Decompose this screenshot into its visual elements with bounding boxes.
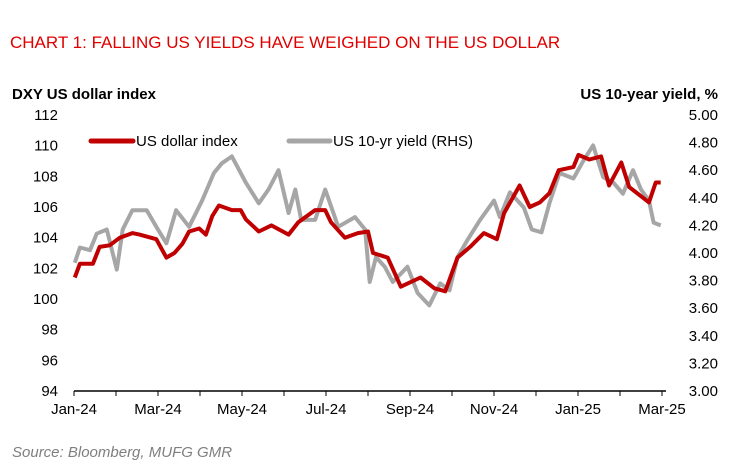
x-tick-label: Nov-24 — [470, 401, 518, 418]
yield-line — [72, 143, 662, 308]
y-right-tick-label: 3.20 — [689, 355, 718, 372]
y-left-tick-label: 98 — [41, 322, 58, 339]
y-left-tick-label: 100 — [33, 291, 58, 308]
legend-label-dxy: US dollar index — [136, 133, 238, 150]
y-right-tick-label: 3.60 — [689, 300, 718, 317]
y-right-tick-label: 4.80 — [689, 135, 718, 152]
y-right-tick-label: 3.00 — [689, 383, 718, 400]
y-right-tick-label: 5.00 — [689, 107, 718, 124]
x-tick-label: Mar-25 — [638, 401, 686, 418]
right-axis-title: US 10-year yield, % — [580, 86, 718, 103]
y-left-tick-label: 96 — [41, 352, 58, 369]
x-tick-label: Mar-24 — [134, 401, 182, 418]
y-right-tick-label: 3.40 — [689, 328, 718, 345]
dxy-line — [72, 152, 661, 294]
x-tick-label: Jul-24 — [306, 401, 347, 418]
x-tick-label: Jan-25 — [555, 401, 601, 418]
y-right-tick-label: 4.60 — [689, 162, 718, 179]
y-right-tick-label: 3.80 — [689, 273, 718, 290]
y-left-tick-label: 106 — [33, 199, 58, 216]
source-note: Source: Bloomberg, MUFG GMR — [12, 444, 232, 461]
left-axis-title: DXY US dollar index — [12, 86, 157, 103]
y-right-tick-label: 4.20 — [689, 217, 718, 234]
chart-title: CHART 1: FALLING US YIELDS HAVE WEIGHED … — [10, 33, 560, 52]
y-left-tick-label: 110 — [34, 138, 58, 155]
y-left-tick-label: 102 — [33, 260, 58, 277]
y-right-tick-label: 4.40 — [689, 190, 718, 207]
legend-label-yield: US 10-yr yield (RHS) — [333, 133, 473, 150]
axes: Jan-24 Mar-24 May-24 Jul-24 Sep-24 Nov-24 Jan-… — [33, 107, 718, 418]
y-right-tick-label: 4.00 — [689, 245, 718, 262]
x-tick-label: Jan-24 — [51, 401, 97, 418]
x-tick-label: Sep-24 — [386, 401, 434, 418]
y-left-tick-label: 108 — [33, 168, 58, 185]
x-tick-label: May-24 — [217, 401, 267, 418]
y-left-tick-label: 104 — [33, 230, 58, 247]
y-left-tick-label: 94 — [41, 383, 58, 400]
series-lines — [72, 143, 662, 308]
legend: US dollar index US 10-yr yield (RHS) — [88, 133, 473, 150]
y-left-tick-label: 112 — [34, 107, 58, 124]
